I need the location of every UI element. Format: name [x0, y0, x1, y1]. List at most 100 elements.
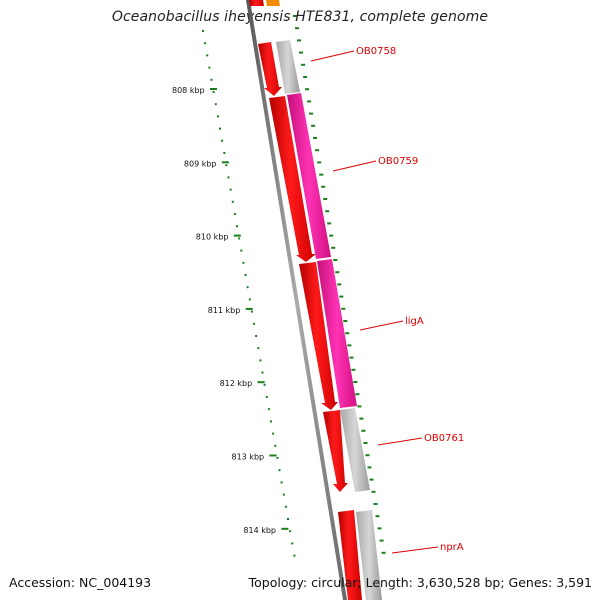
minor-tick-dot: [280, 481, 283, 484]
outer-tick-dash: [305, 88, 310, 91]
gene-label[interactable]: ligA: [405, 316, 424, 327]
gene-highlight-ob0759[interactable]: [287, 93, 331, 259]
major-tick-mark: [210, 88, 217, 90]
minor-tick-dot: [221, 139, 224, 142]
gene-label[interactable]: OB0761: [424, 433, 464, 444]
minor-tick-dot: [289, 530, 292, 533]
outer-tick-dash: [307, 100, 312, 103]
minor-tick-dot: [291, 542, 294, 545]
outer-tick-dash: [301, 63, 306, 66]
minor-tick-dot: [267, 408, 270, 411]
gene-label-leader: [377, 437, 423, 446]
kbp-tick-label: 812 kbp: [220, 379, 253, 388]
kbp-scale: 808 kbp 809 kbp 810 kbp 811 kbp 812 kbp 813 k…: [172, 86, 289, 535]
gene-label[interactable]: nprA: [440, 542, 464, 553]
minor-tick-dot: [253, 322, 255, 325]
major-tick-mark: [245, 307, 253, 310]
accession-value: NC_004193: [79, 575, 152, 590]
minor-tick-dot: [202, 30, 204, 32]
gene-arrow-forward-5[interactable]: [338, 510, 362, 600]
outer-tick-dash: [313, 137, 318, 139]
minor-tick-dot: [257, 347, 260, 350]
gene-label-leader: [359, 320, 404, 331]
outer-tick-dash: [327, 222, 332, 225]
minor-tick-dot: [276, 457, 279, 459]
outer-tick-dash: [309, 112, 314, 115]
minor-tick-dot: [233, 213, 236, 215]
accession-info: Accession: NC_004193: [9, 575, 151, 590]
outer-tick-dash: [293, 15, 297, 17]
outer-tick-dash: [371, 490, 376, 493]
outer-tick-dash: [375, 515, 380, 518]
gene-reverse-npra[interactable]: [356, 510, 382, 600]
minor-tick-dot: [270, 420, 272, 423]
outer-tick-dash: [341, 307, 346, 310]
genome-backbone: [246, 0, 347, 600]
gene-label-leader: [391, 546, 439, 554]
inner-tick-track: [202, 30, 296, 557]
minor-tick-dot: [216, 115, 219, 118]
outer-tick-dash: [325, 210, 330, 213]
minor-tick-dot: [238, 237, 241, 240]
minor-tick-dot: [278, 469, 281, 472]
gene-highlight-liga[interactable]: [317, 259, 357, 408]
minor-tick-dot: [250, 310, 253, 313]
outer-tick-dash: [303, 76, 308, 78]
gene-feature-top-red[interactable]: [249, 0, 264, 6]
outer-tick-dash: [357, 405, 362, 408]
gene-arrow-forward-4[interactable]: [323, 410, 348, 492]
minor-tick-dot: [208, 66, 211, 69]
gene-feature-top-orange[interactable]: [266, 0, 280, 6]
gene-label[interactable]: OB0758: [356, 46, 396, 57]
minor-tick-dot: [206, 54, 209, 57]
minor-tick-dot: [227, 176, 230, 179]
minor-tick-dot: [282, 493, 285, 496]
minor-tick-dot: [214, 103, 217, 106]
gene-arrow-forward-1[interactable]: [258, 42, 282, 96]
minor-tick-dot: [219, 127, 221, 130]
outer-tick-dash: [367, 466, 372, 469]
outer-tick-dash: [333, 259, 338, 261]
gene-reverse-ob0758[interactable]: [276, 40, 300, 94]
kbp-tick-label: 811 kbp: [208, 306, 241, 315]
gene-label-leader: [310, 50, 355, 62]
minor-tick-dot: [225, 164, 228, 167]
minor-tick-dot: [259, 359, 262, 362]
outer-tick-dash: [365, 454, 370, 457]
outer-tick-dash: [329, 234, 334, 237]
minor-tick-dot: [248, 298, 251, 301]
outer-tick-dash: [363, 442, 368, 444]
outer-tick-dash: [359, 417, 364, 420]
major-tick-mark: [257, 381, 265, 384]
major-tick-mark: [233, 234, 241, 237]
outer-tick-dash: [379, 539, 384, 542]
minor-tick-dot: [261, 371, 264, 374]
outer-tick-dash: [321, 185, 326, 188]
gene-arrow-forward-2[interactable]: [269, 96, 316, 262]
outer-tick-dash: [347, 344, 352, 347]
outer-tick-dash: [353, 381, 358, 383]
gene-label[interactable]: OB0759: [378, 156, 418, 167]
outer-tick-dash: [351, 368, 356, 371]
major-tick-mark: [269, 454, 277, 457]
outer-tick-dash: [317, 161, 322, 164]
minor-tick-dot: [272, 432, 275, 435]
outer-tick-dash: [369, 478, 374, 481]
outer-tick-dash: [339, 295, 344, 298]
minor-tick-dot: [265, 396, 268, 398]
outer-tick-dash: [381, 551, 386, 554]
outer-tick-dash: [331, 246, 336, 249]
outer-tick-dash: [343, 320, 348, 322]
gene-reverse-ob0761[interactable]: [340, 408, 370, 492]
outer-tick-dash: [355, 393, 360, 396]
minor-tick-dot: [236, 225, 238, 228]
gene-label-leader: [332, 160, 377, 172]
minor-tick-dot: [287, 518, 289, 520]
gene-arrow-forward-3[interactable]: [299, 262, 338, 410]
accession-label: Accession:: [9, 575, 76, 590]
outer-tick-dash: [315, 149, 320, 152]
outer-tick-dash: [337, 283, 342, 286]
minor-tick-dot: [284, 505, 287, 508]
minor-tick-dot: [246, 286, 249, 289]
